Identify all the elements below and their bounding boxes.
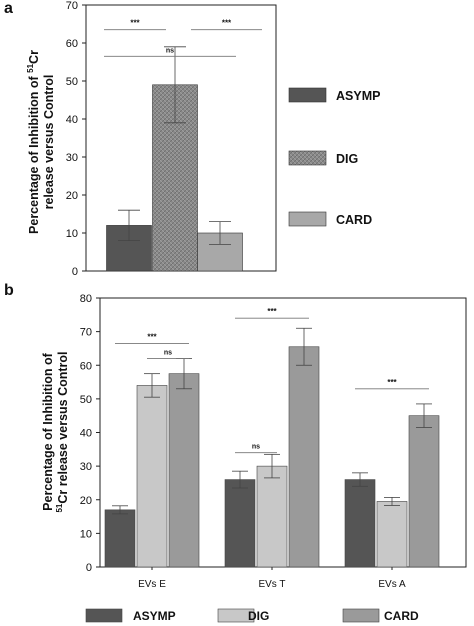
y-tick-label: 40 — [66, 114, 78, 126]
significance-label: ns — [252, 444, 260, 451]
panel-b-ylabel: Percentage of Inhibition of — [41, 352, 55, 510]
chart-b: 0 10 20 30 40 50 60 70 80 EVs E EVs T EVs A *** ns ***… — [80, 293, 467, 623]
x-tick-label: EVs A — [378, 579, 406, 590]
bar-dig — [256, 465, 288, 568]
bar-dig — [136, 385, 168, 568]
y-tick-label: 30 — [66, 152, 78, 164]
panel-b-letter: b — [4, 282, 14, 299]
y-tick-label: 70 — [80, 327, 92, 339]
chart-a: 0 10 20 30 40 50 60 70 *** ns *** ASYMP DIG CARD — [66, 0, 381, 278]
y-tick-label: 10 — [80, 528, 92, 540]
bar-dig — [376, 501, 408, 568]
y-tick-label: 60 — [66, 38, 78, 50]
significance-label: *** — [147, 332, 157, 341]
x-tick-label: EVs E — [138, 579, 166, 590]
significance-label: ns — [166, 47, 174, 54]
legend-swatch-dig — [217, 608, 255, 623]
y-tick-label: 70 — [66, 0, 78, 12]
legend-swatch-dig — [288, 150, 327, 166]
significance-label: *** — [387, 378, 397, 387]
y-tick-label: 60 — [80, 360, 92, 372]
panel-b-ylabel-line2: 51Cr release versus Control — [55, 351, 70, 512]
legend-label-asymp: ASYMP — [336, 89, 380, 103]
panel-a-letter: a — [4, 0, 13, 17]
y-tick-label: 10 — [66, 228, 78, 240]
legend-label-dig: DIG — [248, 609, 269, 623]
y-tick-label: 80 — [80, 293, 92, 305]
significance-label: *** — [267, 307, 277, 316]
y-tick-label: 0 — [86, 562, 92, 574]
bar-asymp — [106, 225, 152, 272]
x-tick-label: EVs T — [258, 579, 285, 590]
y-tick-label: 40 — [80, 428, 92, 440]
bar-card — [168, 373, 200, 568]
legend-swatch-asymp — [288, 87, 327, 103]
significance-label: ns — [164, 350, 172, 357]
legend-swatch-asymp — [85, 608, 123, 623]
legend-swatch-card — [288, 211, 327, 227]
legend-label-dig: DIG — [336, 152, 358, 166]
legend-label-card: CARD — [336, 213, 372, 227]
y-tick-label: 20 — [80, 495, 92, 507]
y-tick-label: 50 — [66, 76, 78, 88]
significance-label: *** — [130, 19, 140, 28]
panel-a-ylabel: Percentage of Inhibition of 51Cr — [26, 50, 41, 234]
bar-card — [408, 415, 440, 568]
y-tick-label: 20 — [66, 190, 78, 202]
bar-card — [288, 346, 320, 568]
y-tick-label: 0 — [72, 266, 78, 278]
legend-label-asymp: ASYMP — [133, 609, 176, 623]
legend-swatch-card — [342, 608, 380, 623]
y-tick-label: 50 — [80, 394, 92, 406]
y-tick-label: 30 — [80, 461, 92, 473]
legend-label-card: CARD — [384, 609, 419, 623]
significance-label: *** — [222, 19, 232, 28]
bar-asymp — [104, 509, 136, 568]
panel-a-ylabel-line2: release versus Control — [42, 75, 56, 210]
bar-asymp — [344, 479, 376, 568]
bar-asymp — [224, 479, 256, 568]
